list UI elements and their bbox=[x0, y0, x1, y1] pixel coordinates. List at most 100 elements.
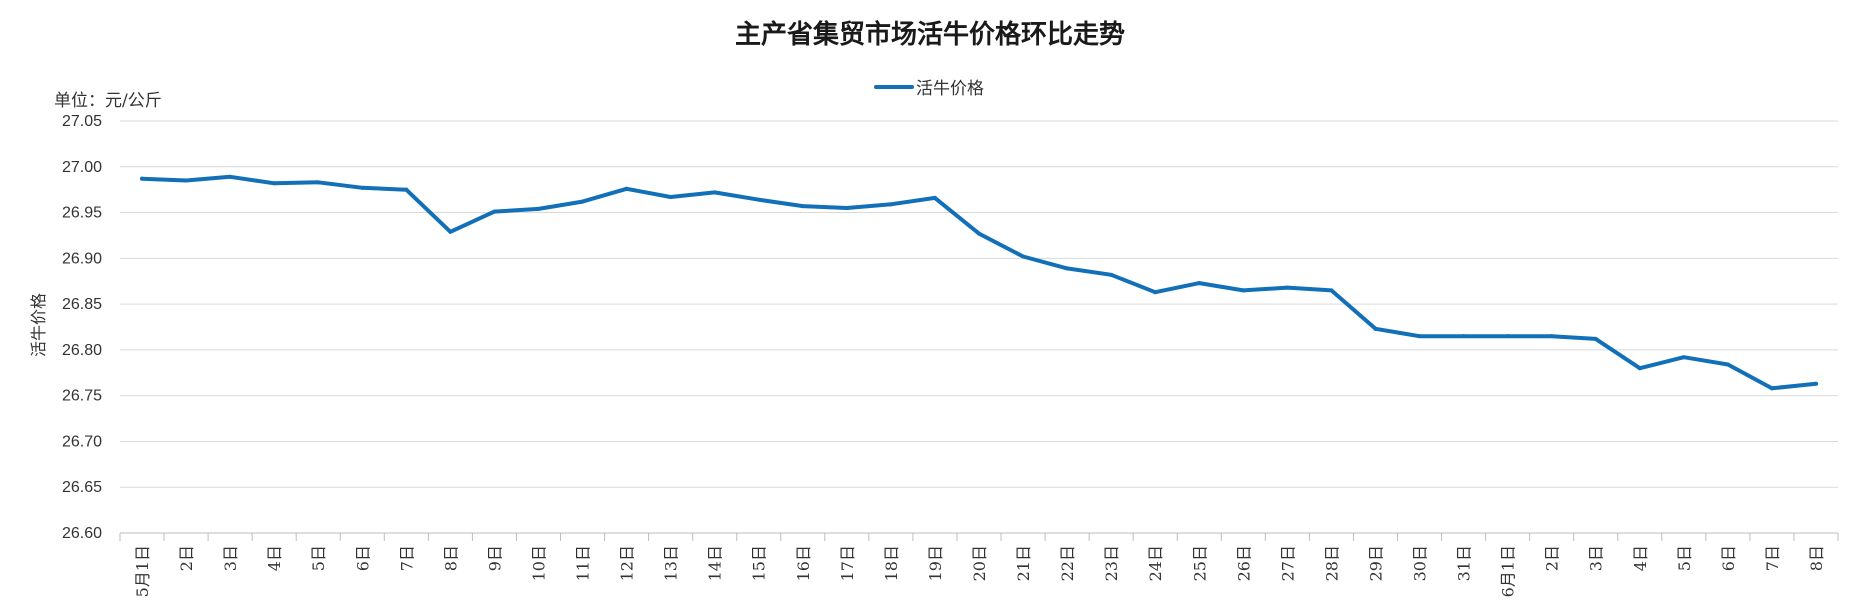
y-tick-label: 26.65 bbox=[62, 479, 102, 496]
data-point bbox=[228, 174, 233, 179]
data-point bbox=[1549, 334, 1554, 339]
y-tick-label: 26.60 bbox=[62, 525, 102, 542]
x-tick-label: 13日 bbox=[662, 545, 681, 581]
x-tick-label: 2日 bbox=[177, 545, 196, 571]
data-point bbox=[800, 204, 805, 209]
x-tick-label: 18日 bbox=[882, 545, 901, 581]
x-tick-label: 8日 bbox=[441, 545, 460, 571]
data-point bbox=[1329, 288, 1334, 293]
data-point bbox=[140, 176, 145, 181]
data-point bbox=[448, 229, 453, 234]
data-point bbox=[1285, 285, 1290, 290]
data-point bbox=[1769, 386, 1774, 391]
x-tick-label: 11日 bbox=[574, 545, 593, 581]
x-tick-label: 3日 bbox=[1587, 545, 1606, 571]
x-tick-label: 23日 bbox=[1102, 545, 1121, 581]
x-tick-label: 3日 bbox=[221, 545, 240, 571]
data-point bbox=[272, 181, 277, 186]
y-tick-label: 27.00 bbox=[62, 159, 102, 176]
x-tick-label: 4日 bbox=[265, 545, 284, 571]
data-point bbox=[1109, 272, 1114, 277]
data-point bbox=[360, 185, 365, 190]
x-tick-label: 2日 bbox=[1543, 545, 1562, 571]
data-point bbox=[316, 180, 321, 185]
x-tick-label: 17日 bbox=[838, 545, 857, 581]
x-tick-label: 12日 bbox=[618, 545, 637, 581]
gridlines bbox=[120, 120, 1838, 534]
data-point bbox=[1461, 334, 1466, 339]
x-tick-label: 6日 bbox=[353, 545, 372, 571]
data-point bbox=[492, 209, 497, 214]
x-tick-label: 16日 bbox=[794, 545, 813, 581]
y-tick-label: 26.80 bbox=[62, 342, 102, 359]
data-point bbox=[1637, 366, 1642, 371]
data-point bbox=[1681, 355, 1686, 360]
x-tick-label: 9日 bbox=[485, 545, 504, 571]
x-tick-label: 20日 bbox=[970, 545, 989, 581]
data-point bbox=[1725, 362, 1730, 367]
x-tick-label: 6日 bbox=[1719, 545, 1738, 571]
y-tick-label: 26.70 bbox=[62, 433, 102, 450]
x-tick-label: 7日 bbox=[1763, 545, 1782, 571]
x-tick-label: 29日 bbox=[1366, 545, 1385, 581]
data-point bbox=[1417, 334, 1422, 339]
legend-label: 活牛价格 bbox=[916, 79, 984, 99]
x-tick-label: 30日 bbox=[1411, 545, 1430, 581]
x-tick-label: 5月1日 bbox=[133, 545, 152, 597]
y-axis-ticks: 27.05 27.00 26.95 26.90 26.85 26.80 26.75 26.70… bbox=[62, 113, 102, 542]
legend: 活牛价格 bbox=[874, 74, 984, 99]
x-axis: 5月1日 2日 3日 4日 5日 6日 7日 8日 9日 10日 11日 12日 13日 14日 15日 16… bbox=[119, 533, 1839, 597]
series-layer bbox=[140, 174, 1818, 391]
data-point bbox=[184, 178, 189, 183]
data-point bbox=[1197, 281, 1202, 286]
x-tick-label: 4日 bbox=[1631, 545, 1650, 571]
data-point bbox=[1241, 288, 1246, 293]
data-point bbox=[624, 186, 629, 191]
data-point bbox=[668, 194, 673, 199]
x-tick-label: 21日 bbox=[1014, 545, 1033, 581]
x-tick-label: 10日 bbox=[529, 545, 548, 581]
x-tick-label: 5日 bbox=[1675, 545, 1694, 571]
x-tick-label: 27日 bbox=[1278, 545, 1297, 581]
x-tick-label: 7日 bbox=[397, 545, 416, 571]
x-tick-label: 14日 bbox=[706, 545, 725, 581]
y-tick-label: 26.85 bbox=[62, 296, 102, 313]
x-tick-label: 25日 bbox=[1190, 545, 1209, 581]
x-tick-label: 19日 bbox=[926, 545, 945, 581]
data-point bbox=[844, 205, 849, 210]
x-tick-label: 24日 bbox=[1146, 545, 1165, 581]
data-point bbox=[977, 231, 981, 236]
data-point bbox=[1505, 334, 1510, 339]
y-tick-label: 27.05 bbox=[62, 113, 102, 130]
data-point bbox=[404, 187, 409, 192]
chart-title: 主产省集贸市场活牛价格环比走势 bbox=[734, 20, 1125, 50]
data-point bbox=[888, 202, 893, 207]
x-tick-label: 28日 bbox=[1322, 545, 1341, 581]
data-point bbox=[536, 206, 541, 211]
data-point bbox=[932, 195, 937, 200]
data-point bbox=[1065, 266, 1070, 271]
x-tick-label: 26日 bbox=[1234, 545, 1253, 581]
data-point bbox=[712, 190, 717, 195]
y-axis-label: 活牛价格 bbox=[29, 293, 48, 357]
data-point bbox=[1153, 290, 1158, 295]
series-line bbox=[140, 174, 1818, 391]
x-tick-label: 6月1日 bbox=[1499, 545, 1518, 597]
data-point bbox=[580, 199, 585, 204]
x-tick-label: 8日 bbox=[1807, 545, 1826, 571]
data-point bbox=[756, 197, 761, 202]
y-tick-label: 26.75 bbox=[62, 388, 102, 405]
data-point bbox=[1373, 326, 1378, 331]
x-tick-label: 5日 bbox=[309, 545, 328, 571]
x-tick-label: 31日 bbox=[1455, 545, 1474, 581]
data-point bbox=[1021, 254, 1026, 259]
y-tick-label: 26.95 bbox=[62, 205, 102, 222]
y-tick-label: 26.90 bbox=[62, 250, 102, 267]
x-tick-label: 22日 bbox=[1058, 545, 1077, 581]
legend-swatch bbox=[874, 84, 914, 89]
unit-label: 单位：元/公斤 bbox=[54, 91, 162, 111]
data-point bbox=[1593, 336, 1598, 341]
data-point bbox=[1813, 381, 1818, 386]
x-tick-label: 15日 bbox=[750, 545, 769, 581]
